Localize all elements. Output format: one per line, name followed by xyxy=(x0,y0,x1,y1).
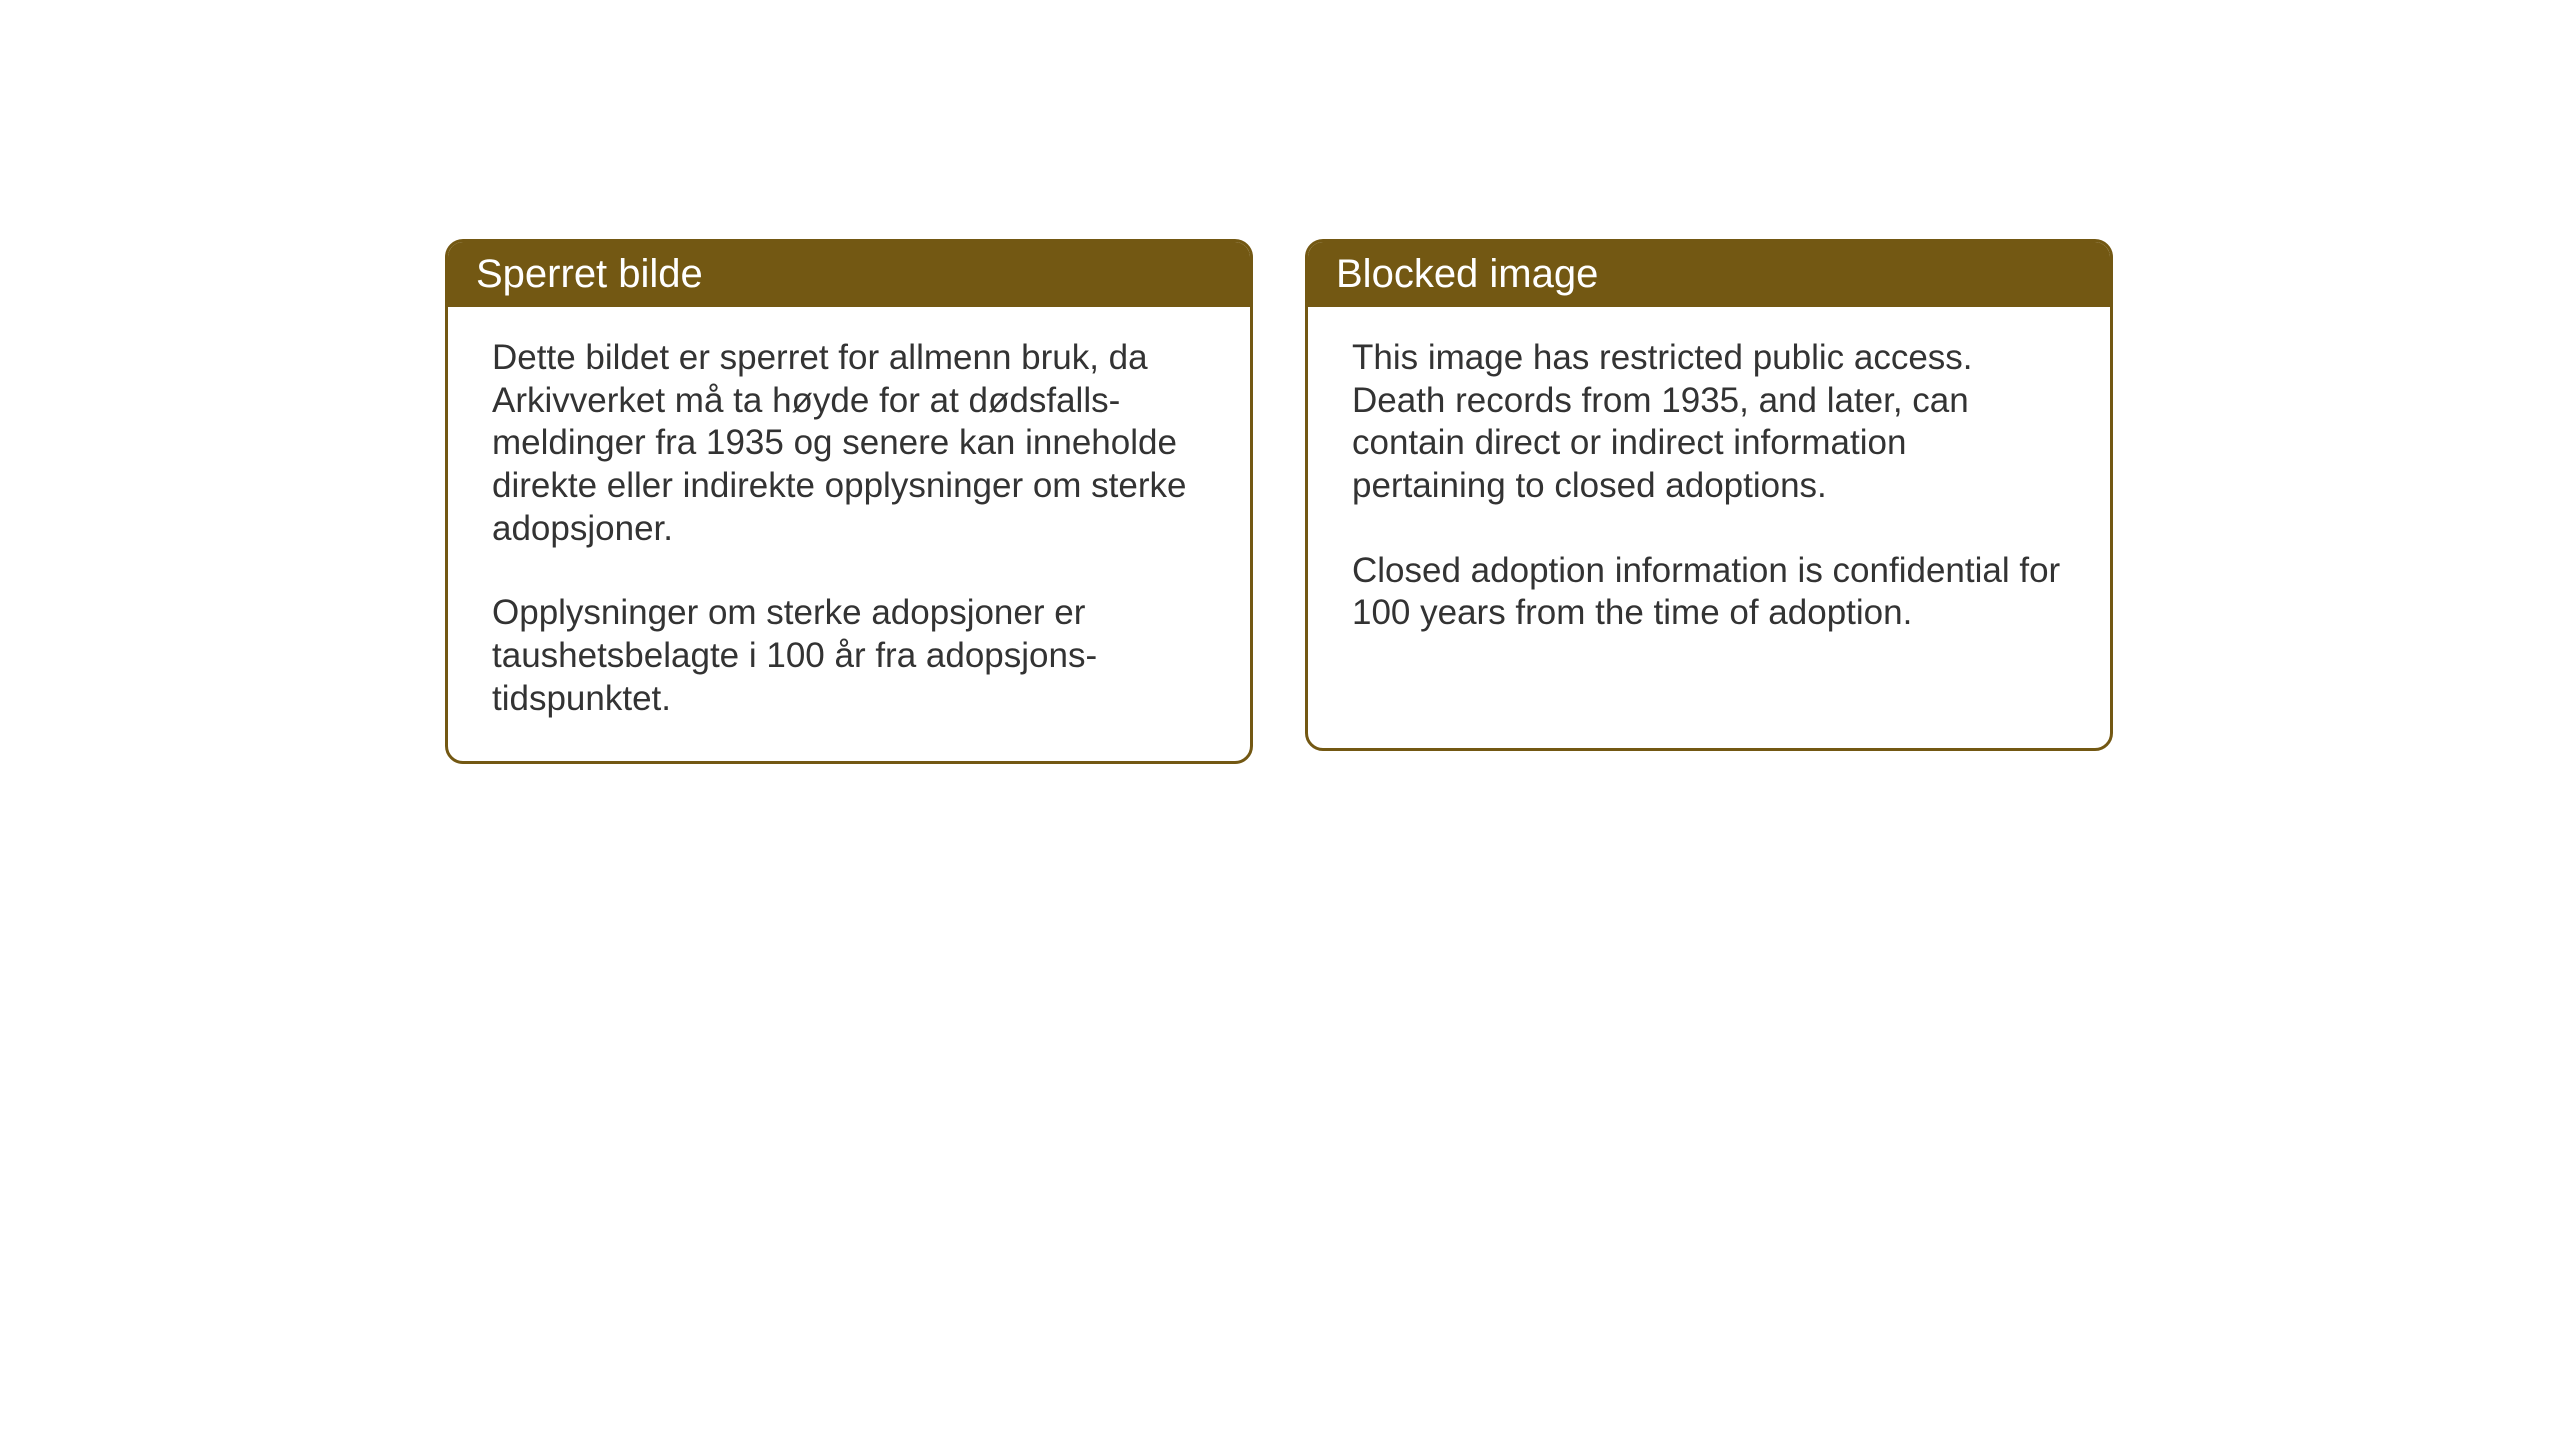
card-header-english: Blocked image xyxy=(1308,242,2110,307)
notice-card-english: Blocked image This image has restricted … xyxy=(1305,239,2113,751)
notice-paragraph: Dette bildet er sperret for allmenn bruk… xyxy=(492,337,1206,550)
notice-paragraph: Closed adoption information is confident… xyxy=(1352,550,2066,635)
card-header-norwegian: Sperret bilde xyxy=(448,242,1250,307)
card-title: Blocked image xyxy=(1336,252,1598,296)
notice-card-norwegian: Sperret bilde Dette bildet er sperret fo… xyxy=(445,239,1253,764)
card-body-english: This image has restricted public access.… xyxy=(1308,307,2110,675)
notice-container: Sperret bilde Dette bildet er sperret fo… xyxy=(445,239,2113,764)
notice-paragraph: Opplysninger om sterke adopsjoner er tau… xyxy=(492,592,1206,720)
card-body-norwegian: Dette bildet er sperret for allmenn bruk… xyxy=(448,307,1250,761)
card-title: Sperret bilde xyxy=(476,252,703,296)
notice-paragraph: This image has restricted public access.… xyxy=(1352,337,2066,508)
